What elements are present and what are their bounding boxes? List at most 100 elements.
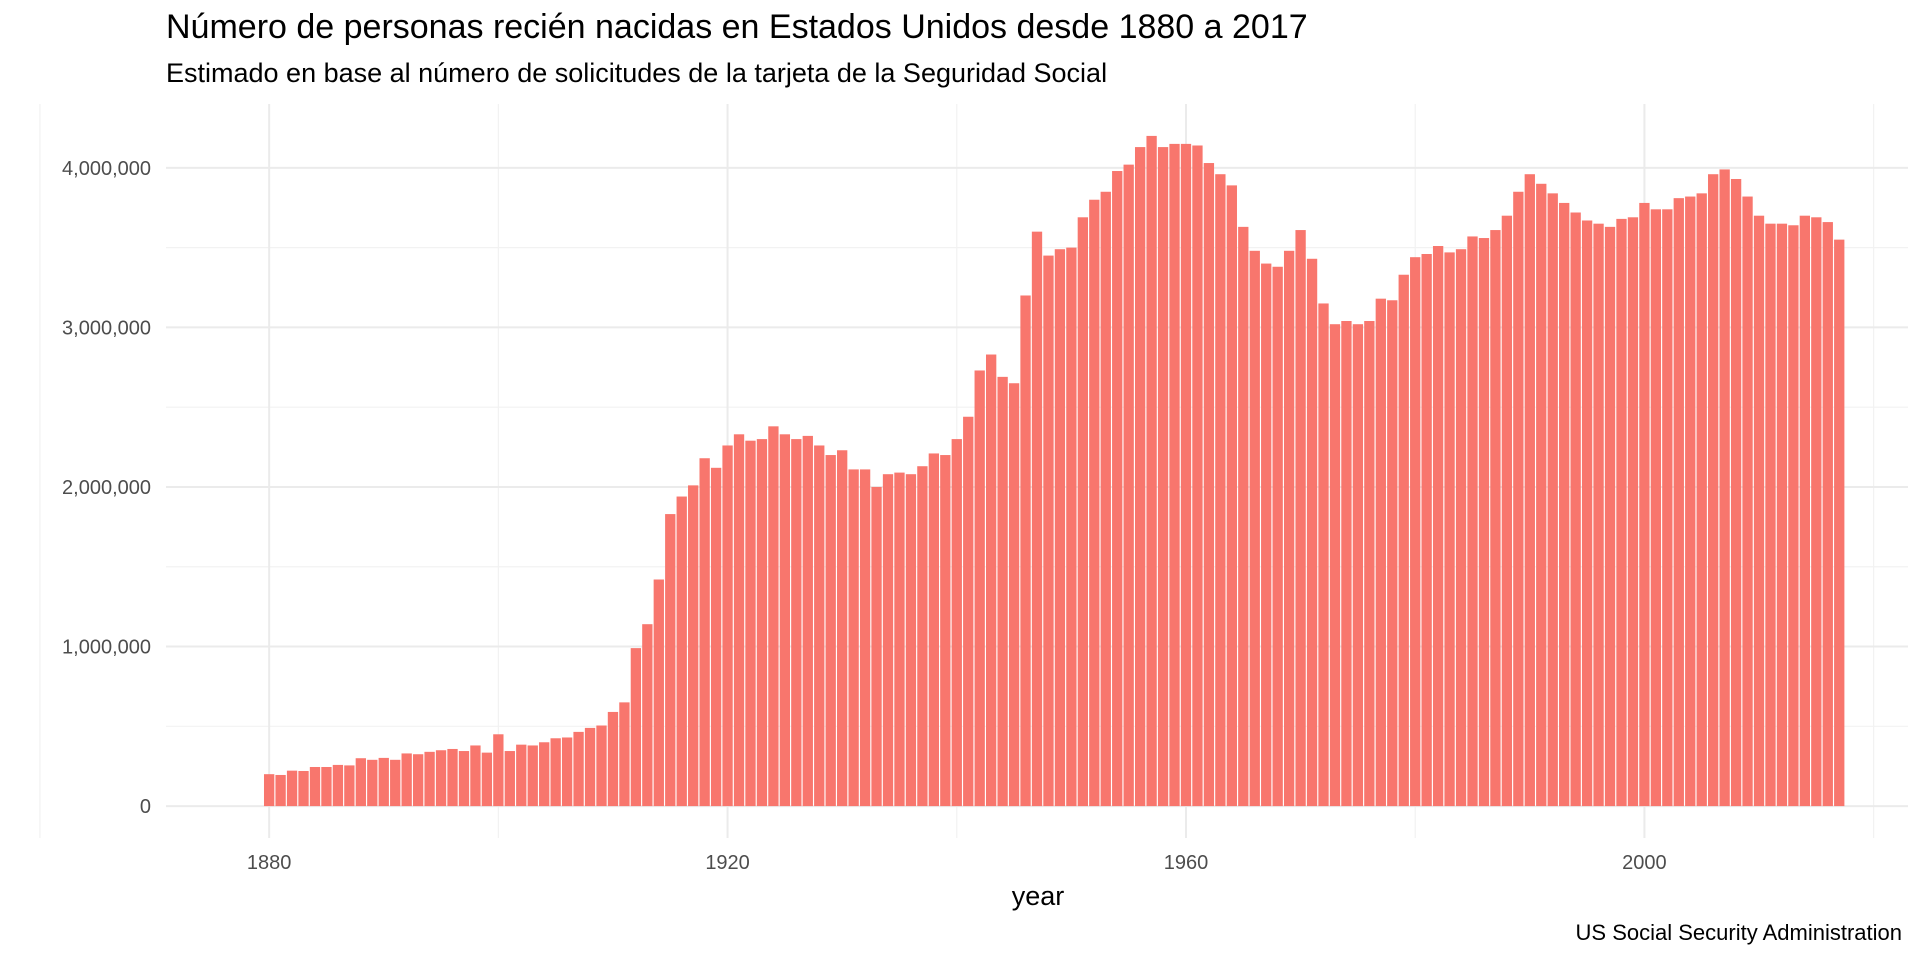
x-axis-title: year [1012,881,1065,911]
bar [309,766,321,807]
bar [1226,185,1237,807]
bar [1134,147,1146,807]
bar [504,751,515,807]
bar [493,734,504,807]
bar [1708,174,1719,807]
bar [894,472,905,807]
bar [378,757,389,807]
bar [1169,143,1180,807]
chart-title: Número de personas recién nacidas en Est… [166,8,1308,46]
chart-subtitle: Estimado en base al número de solicitude… [166,58,1108,88]
bar [963,416,974,807]
bar [539,742,550,807]
bar [825,455,836,807]
bar [481,752,493,807]
bar [275,774,286,807]
bar [561,737,573,807]
bar [1100,191,1111,807]
bar [768,426,779,807]
bar [1501,215,1513,807]
bar [1719,169,1730,807]
bar [928,453,940,807]
bar [435,750,447,807]
bar [710,467,722,807]
x-tick-label: 1880 [247,852,292,874]
bar [573,731,584,807]
bar [1524,174,1535,807]
bar [332,764,344,807]
bar [1031,231,1043,807]
bar [596,725,607,807]
bar [676,496,687,807]
bar [1776,223,1788,807]
bar [550,738,561,807]
bar [688,485,699,807]
bar [1570,212,1581,807]
bar [1730,178,1742,807]
bar [1685,196,1696,807]
bar [1650,209,1662,807]
x-tick-label: 1960 [1164,852,1209,874]
bar [1581,220,1593,807]
bar [1547,193,1558,807]
bar [1089,199,1100,807]
bar [390,759,401,807]
bar [1295,230,1306,807]
bar [1238,226,1249,807]
bar [1513,191,1524,807]
bar [1662,209,1673,807]
bar [1467,236,1478,807]
bar [917,466,928,807]
y-tick-label: 4,000,000 [62,158,151,180]
bar [1341,321,1352,807]
bar [642,624,653,807]
y-axis-tick-labels: 0 1,000,000 2,000,000 3,000,000 4,000,000 [62,158,151,818]
bar [1283,250,1295,807]
bar [1066,247,1077,807]
bar [951,439,962,807]
x-axis-tick-labels: 1880 1920 1960 2000 [247,852,1667,874]
bar [470,745,481,807]
bar [1306,258,1318,807]
x-tick-label: 2000 [1622,852,1667,874]
bar [1490,230,1501,807]
bar [1077,217,1088,807]
bar [1616,218,1627,807]
bar [1215,174,1226,807]
bar [722,445,733,807]
bar [1123,164,1134,807]
bar [527,745,538,807]
bar [1559,202,1570,807]
bar [871,486,882,807]
bar [1157,147,1169,807]
chart-caption: US Social Security Administration [1575,920,1902,945]
y-tick-label: 0 [140,796,151,818]
bar [1421,253,1432,807]
y-tick-label: 3,000,000 [62,317,151,339]
bar [1639,202,1650,807]
bar [367,759,378,807]
bar [745,440,756,807]
bar [1192,145,1203,807]
x-tick-label: 1920 [705,852,750,874]
bar [1799,215,1811,807]
bar [1834,239,1845,807]
bar [974,370,985,807]
bar [837,450,848,807]
bar [1329,324,1341,807]
bar [1536,183,1547,807]
bar [1272,266,1283,807]
bar [298,770,309,807]
bar [1112,171,1123,807]
bar [1627,217,1639,807]
bar [1673,198,1684,807]
bar [1753,215,1765,807]
bar [584,727,596,807]
bar [1455,249,1467,807]
bar [848,469,859,807]
bar [779,434,791,807]
bar [1765,223,1776,807]
bar [940,455,951,807]
bar [1180,143,1192,807]
